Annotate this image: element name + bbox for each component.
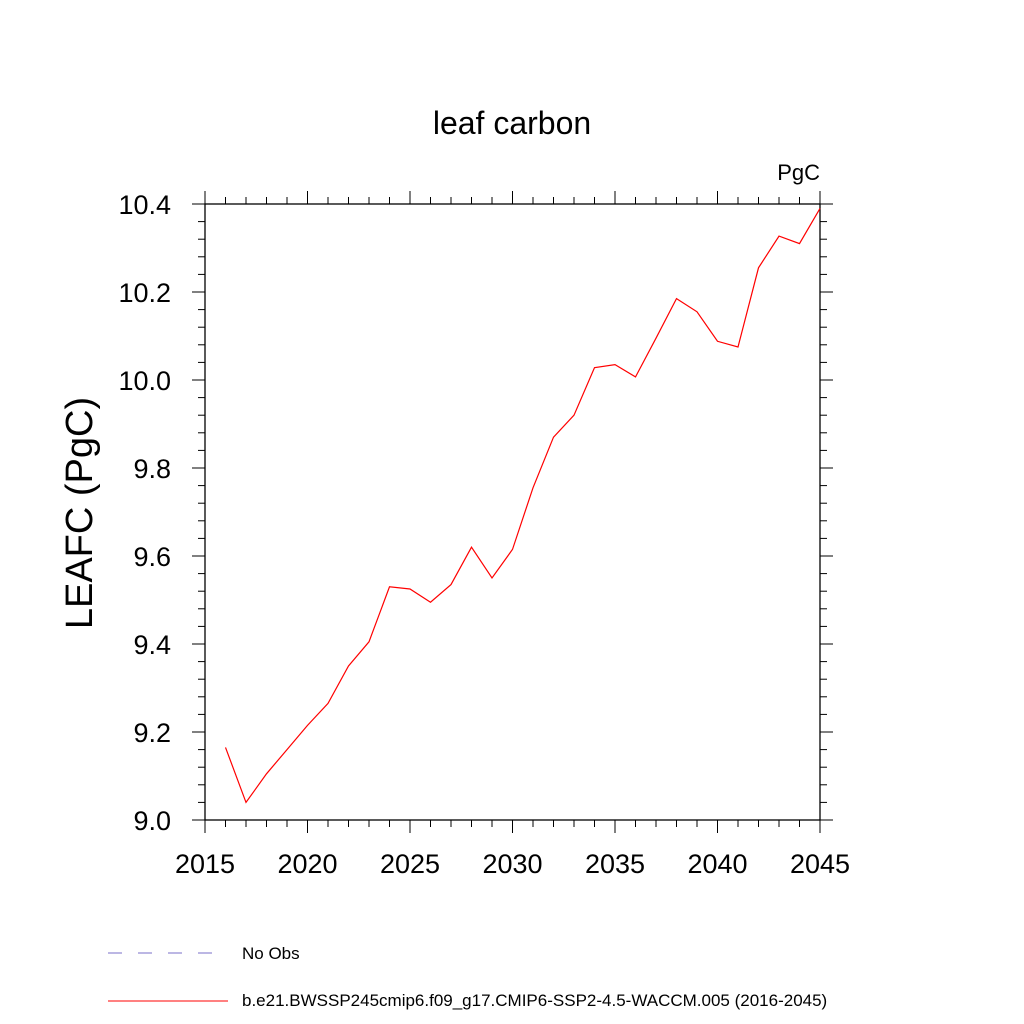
chart-title: leaf carbon	[433, 105, 591, 141]
series-line	[224, 208, 821, 804]
x-tick-label: 2030	[482, 849, 542, 879]
y-tick-label: 9.0	[133, 806, 171, 836]
x-tick-label: 2015	[175, 849, 235, 879]
y-tick-label: 9.4	[133, 630, 171, 660]
x-tick-label: 2020	[277, 849, 337, 879]
y-tick-label: 10.4	[118, 190, 171, 220]
y-tick-label: 9.2	[133, 718, 171, 748]
axis-ticks	[192, 191, 833, 833]
plot-frame	[204, 203, 821, 821]
legend-label-model: b.e21.BWSSP245cmip6.f09_g17.CMIP6-SSP2-4…	[242, 991, 827, 1010]
y-tick-label: 9.6	[133, 542, 171, 572]
x-tick-label: 2040	[687, 849, 747, 879]
units-label: PgC	[777, 160, 820, 185]
y-tick-label: 10.0	[118, 366, 171, 396]
x-tick-label: 2025	[380, 849, 440, 879]
legend: No Obs b.e21.BWSSP245cmip6.f09_g17.CMIP6…	[108, 944, 827, 1010]
y-tick-label: 9.8	[133, 454, 171, 484]
legend-label-no-obs: No Obs	[242, 944, 300, 963]
x-tick-label: 2035	[585, 849, 645, 879]
x-tick-labels: 2015 2020 2025 2030 2035 2040 2045	[175, 849, 850, 879]
y-axis-label: LEAFC (PgC)	[59, 397, 101, 629]
y-tick-labels: 9.0 9.2 9.4 9.6 9.8 10.0 10.2 10.4	[118, 190, 171, 836]
y-tick-label: 10.2	[118, 278, 171, 308]
x-tick-label: 2045	[790, 849, 850, 879]
data-series	[224, 208, 821, 804]
